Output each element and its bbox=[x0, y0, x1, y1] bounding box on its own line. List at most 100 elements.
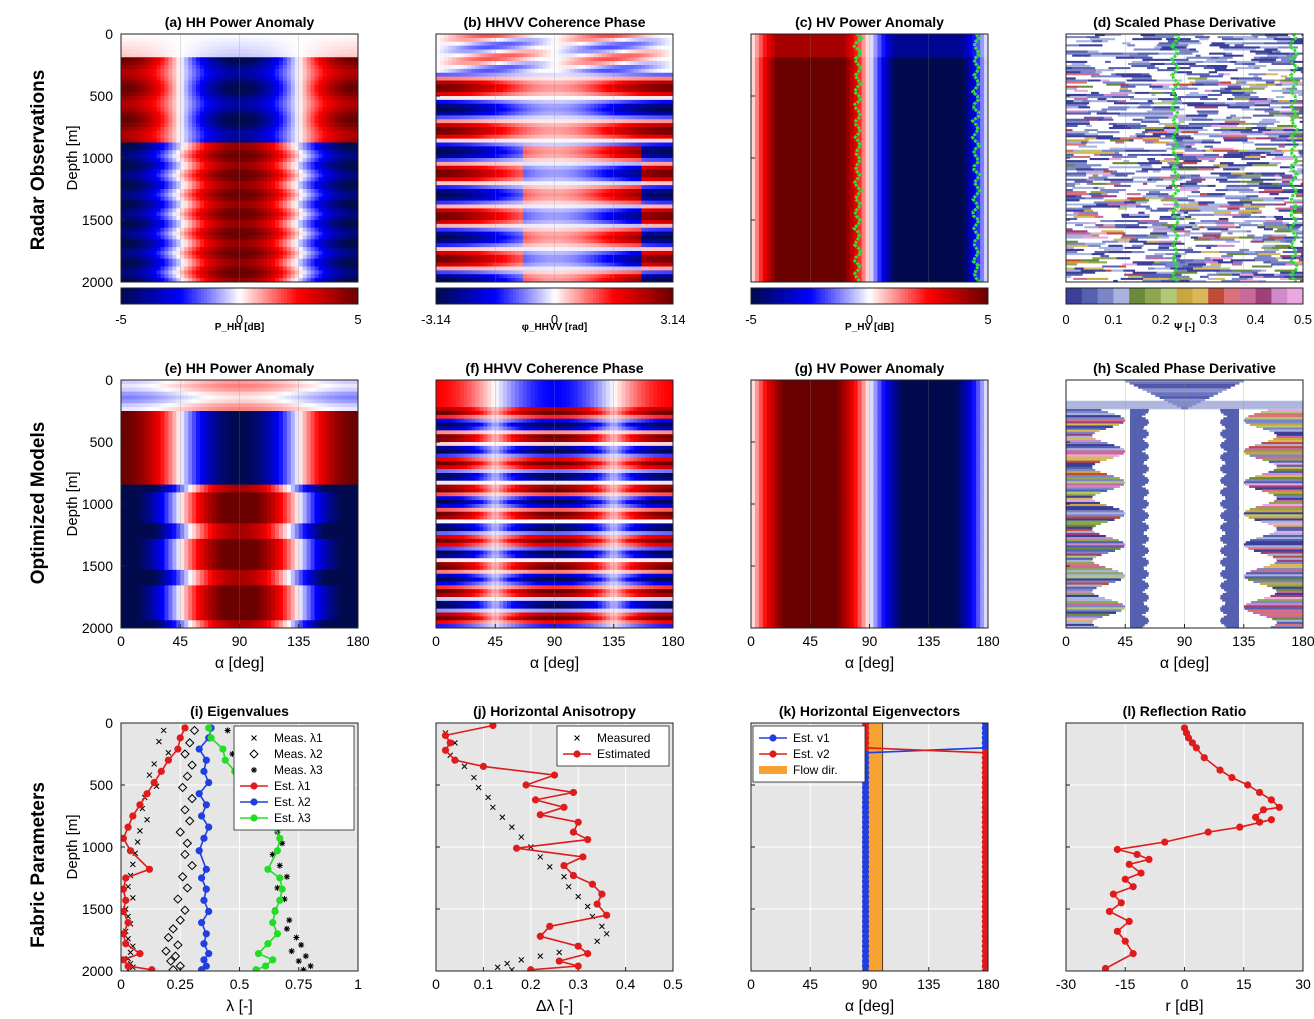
fast-axis-trace bbox=[970, 34, 983, 282]
data-point bbox=[187, 860, 197, 871]
series bbox=[161, 725, 200, 971]
data-point bbox=[451, 756, 459, 764]
data-point bbox=[861, 962, 870, 970]
series bbox=[441, 723, 611, 971]
x-tick-label: -30 bbox=[1056, 976, 1076, 992]
x-tick-label: 1 bbox=[354, 976, 362, 992]
colorbar-tick-label: 0.1 bbox=[1104, 312, 1122, 327]
data-point bbox=[494, 964, 501, 971]
alpha-tick-label: 0 bbox=[117, 633, 125, 649]
data-point bbox=[185, 738, 195, 748]
data-point bbox=[126, 847, 135, 855]
data-point bbox=[221, 756, 229, 764]
colorbar-tick-label: 0.2 bbox=[1152, 312, 1170, 327]
data-point bbox=[861, 813, 870, 821]
legend: Meas. λ1 Meas. λ2 Meas. λ3 Est. λ1 Est. λ2 Es… bbox=[233, 725, 355, 831]
data-point bbox=[1105, 907, 1114, 916]
data-point bbox=[537, 953, 544, 959]
data-point bbox=[205, 950, 213, 958]
depth-tick-label: 0 bbox=[105, 26, 113, 42]
legend-label: Estimated bbox=[597, 747, 650, 761]
data-point bbox=[175, 961, 185, 971]
data-point bbox=[537, 854, 544, 860]
data-point bbox=[446, 739, 454, 747]
data-point bbox=[127, 949, 134, 956]
data-point bbox=[200, 767, 208, 775]
x-tick-label: 0 bbox=[747, 976, 755, 992]
data-point bbox=[185, 816, 195, 826]
data-point bbox=[200, 956, 208, 964]
data-point bbox=[224, 727, 231, 734]
depth-tick-label: 1000 bbox=[82, 150, 113, 166]
row-label-radar-observations: Radar Observations bbox=[28, 70, 49, 251]
data-point bbox=[146, 772, 153, 778]
depth-tick-label: 1000 bbox=[82, 496, 113, 512]
data-point bbox=[229, 751, 236, 757]
data-point bbox=[250, 782, 258, 790]
data-point bbox=[441, 746, 450, 754]
data-point bbox=[197, 812, 206, 820]
colorbar-tick-label: -3.14 bbox=[421, 312, 451, 327]
data-point bbox=[593, 900, 601, 908]
data-point bbox=[298, 941, 305, 948]
data-point bbox=[202, 930, 210, 938]
data-point bbox=[145, 865, 154, 873]
x-tick-label: 45 bbox=[802, 976, 818, 992]
data-point bbox=[134, 839, 141, 845]
alpha-tick-label: 45 bbox=[802, 633, 818, 649]
data-point bbox=[579, 853, 587, 861]
data-point bbox=[197, 966, 206, 971]
panel-k: 0 45 90 135 180 α [deg] (k) Horizontal Eigenve… bbox=[747, 703, 1000, 1015]
data-point bbox=[205, 907, 213, 916]
data-point bbox=[574, 942, 582, 950]
x-tick-label: 0.5 bbox=[663, 976, 683, 992]
data-point bbox=[1200, 754, 1208, 762]
data-point bbox=[1113, 845, 1121, 854]
colorbar: -5 0 5 P_HV [dB] bbox=[745, 287, 992, 333]
panel-e: (e) HH Power Anomaly 0 500 1000 1500 2000 Dept… bbox=[64, 360, 370, 672]
data-point bbox=[1125, 860, 1133, 868]
data-point bbox=[861, 858, 870, 866]
data-point bbox=[861, 907, 870, 916]
colorbar-tick-label: 0 bbox=[236, 312, 243, 327]
legend-label: Est. λ1 bbox=[274, 779, 311, 793]
alpha-tick-label: 45 bbox=[172, 633, 188, 649]
alpha-tick-label: 0 bbox=[432, 633, 440, 649]
data-point bbox=[574, 735, 580, 741]
data-point bbox=[160, 727, 167, 734]
data-point bbox=[170, 951, 181, 961]
alpha-tick-label: 135 bbox=[1232, 633, 1256, 649]
data-point bbox=[861, 788, 870, 797]
data-point bbox=[274, 884, 281, 891]
data-point bbox=[187, 793, 197, 804]
data-point bbox=[276, 896, 284, 904]
data-point bbox=[861, 843, 870, 851]
data-point bbox=[518, 956, 525, 963]
data-point bbox=[129, 861, 136, 868]
data-point bbox=[489, 723, 497, 730]
series-line bbox=[444, 724, 609, 971]
data-point bbox=[200, 940, 208, 948]
data-point bbox=[1161, 838, 1169, 846]
data-point bbox=[861, 893, 870, 901]
data-point bbox=[144, 816, 150, 823]
data-point bbox=[861, 917, 870, 926]
data-point bbox=[550, 771, 559, 779]
data-point bbox=[556, 949, 563, 956]
data-point bbox=[129, 812, 137, 820]
fast-axis-trace bbox=[1287, 34, 1300, 282]
data-point bbox=[156, 738, 162, 745]
data-point bbox=[168, 965, 178, 971]
data-point bbox=[286, 917, 293, 924]
x-tick-label: 0.75 bbox=[285, 976, 312, 992]
data-point bbox=[522, 781, 530, 789]
data-point bbox=[861, 808, 870, 816]
data-point bbox=[575, 893, 582, 900]
data-point bbox=[769, 750, 777, 758]
data-point bbox=[148, 966, 156, 971]
panel-title: (j) Horizontal Anisotropy bbox=[473, 703, 636, 719]
data-point bbox=[207, 734, 215, 742]
data-point bbox=[163, 932, 174, 943]
series bbox=[1101, 724, 1283, 971]
x-axis-label: α [deg] bbox=[845, 998, 894, 1015]
